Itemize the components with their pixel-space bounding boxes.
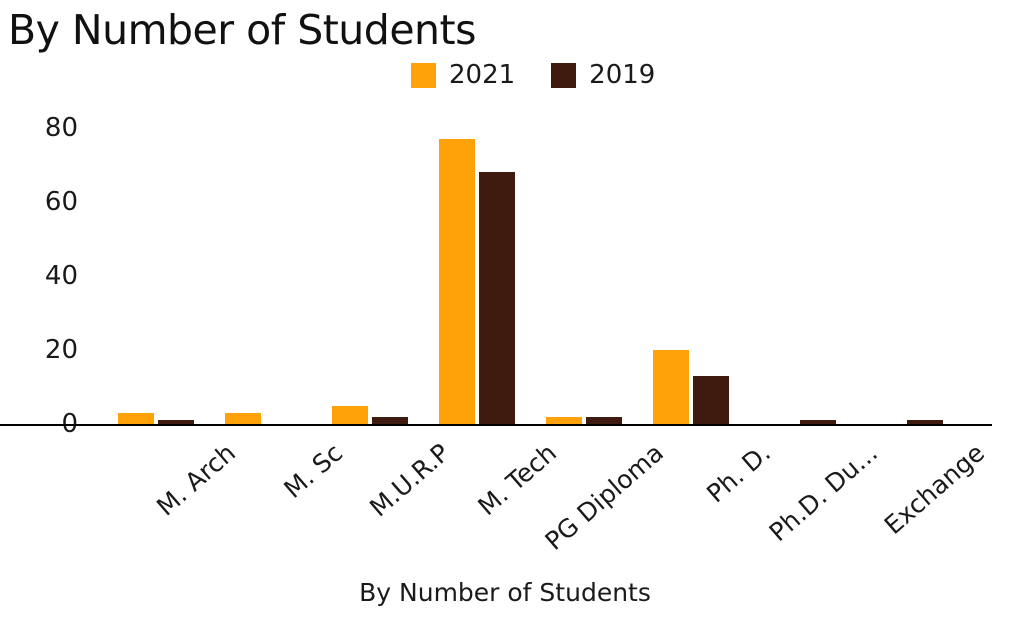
legend-label-2019: 2019 — [589, 60, 656, 90]
legend-swatch-2021 — [411, 62, 436, 88]
x-axis-tick-labels: M. Arch M. Sc M.U.R.P M. Tech PG Diploma Ph. … — [0, 424, 1010, 564]
bar-2019-m-tech[interactable] — [479, 172, 515, 424]
legend-label-2021: 2021 — [449, 60, 516, 90]
bar-2019-ph-d-[interactable] — [693, 375, 729, 424]
chart-legend: 2021 2019 — [411, 62, 655, 88]
legend-swatch-2019 — [551, 62, 577, 88]
y-axis-tick-40: 40 — [44, 261, 78, 291]
bar-2021-pg-diploma[interactable] — [546, 416, 582, 424]
legend-item-2019[interactable]: 2019 — [551, 62, 655, 88]
y-axis-tick-labels: 0 20 40 60 80 — [28, 113, 78, 439]
bar-2021-m-sc[interactable] — [225, 412, 261, 424]
bar-2021-m-arch[interactable] — [118, 412, 154, 424]
bar-2021-ph-d-[interactable] — [653, 350, 689, 424]
bar-2019-ph-d-du-[interactable] — [800, 420, 836, 424]
bars-layer — [118, 139, 943, 424]
bar-2021-m-tech[interactable] — [439, 139, 475, 424]
y-axis-tick-80: 80 — [44, 113, 78, 143]
bar-2019-m-arch[interactable] — [158, 420, 194, 424]
bar-2021-m-u-r-p[interactable] — [332, 405, 368, 424]
bar-2019-pg-diploma[interactable] — [586, 416, 622, 424]
x-axis-title: By Number of Students — [359, 578, 651, 607]
y-axis-tick-60: 60 — [44, 187, 78, 217]
x-axis-line — [0, 424, 992, 426]
bar-2019-exchange[interactable] — [907, 420, 943, 424]
legend-item-2021[interactable]: 2021 — [411, 62, 515, 88]
chart-title: By Number of Students — [8, 6, 476, 54]
bar-2019-m-u-r-p[interactable] — [372, 416, 408, 424]
y-axis-tick-20: 20 — [44, 335, 78, 365]
